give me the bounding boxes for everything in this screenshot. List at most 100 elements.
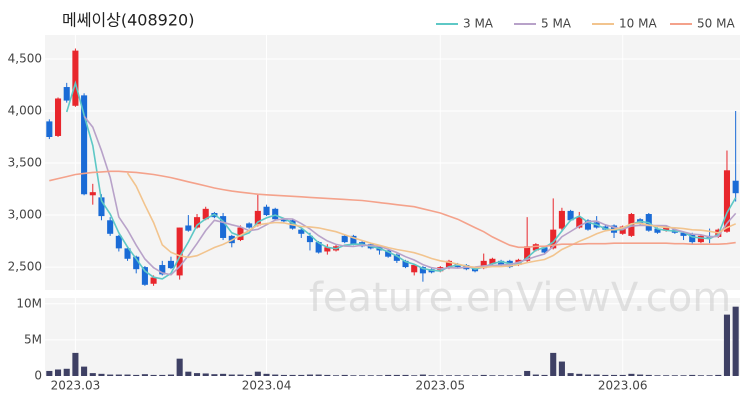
volume-bar — [637, 374, 644, 376]
ma-line — [126, 172, 737, 269]
watermark: feature.enViewV.com — [309, 275, 731, 321]
volume-bar — [54, 369, 62, 376]
x-tick-label: 2023.03 — [51, 379, 101, 393]
candle-body — [220, 216, 227, 238]
candle-body — [480, 260, 487, 269]
volume-bar — [463, 375, 470, 376]
candle-body — [98, 197, 105, 217]
candle-body — [393, 254, 400, 261]
candle-body — [654, 228, 661, 233]
volume-bar — [385, 374, 392, 376]
volume-bar — [593, 374, 600, 376]
volume-bar — [315, 374, 322, 376]
candle-body — [689, 233, 696, 243]
volume-bar — [602, 374, 609, 376]
candle-body — [237, 227, 244, 241]
candle-body — [272, 208, 279, 220]
candle-body — [72, 50, 79, 106]
candle-body — [115, 235, 122, 249]
volume-bar — [723, 314, 731, 376]
candle-body — [193, 217, 201, 228]
volume-bar — [141, 374, 148, 376]
volume-bar — [393, 374, 400, 376]
candle-body — [176, 227, 183, 276]
chart-title: 메쎄이상(408920) — [62, 11, 194, 30]
candle-body — [298, 229, 305, 234]
candle-body — [576, 217, 583, 228]
candle-body — [107, 220, 114, 234]
candle-body — [411, 265, 418, 273]
y-tick-label: 4,500 — [8, 51, 42, 65]
candle-body — [280, 219, 287, 222]
volume-bar — [506, 375, 513, 376]
candle-body — [524, 246, 531, 261]
candle-body — [541, 247, 548, 253]
volume-bar — [645, 374, 652, 376]
volume-bar — [359, 375, 366, 376]
volume-bar — [159, 374, 166, 376]
volume-bar — [489, 375, 496, 376]
candle-body — [723, 170, 731, 232]
volume-bar — [150, 374, 157, 376]
candle-body — [63, 87, 70, 101]
volume-bar — [350, 375, 357, 376]
candle-body — [254, 210, 261, 226]
candle-body — [185, 225, 192, 231]
volume-bar — [576, 373, 583, 376]
candle-body — [306, 235, 314, 243]
volume-bar — [341, 374, 348, 376]
volume-bar — [437, 375, 444, 376]
candle-body — [558, 210, 565, 229]
volume-bar — [480, 374, 487, 376]
volume-bar — [697, 375, 704, 376]
candle-body — [567, 210, 574, 221]
candle-body — [202, 208, 209, 220]
legend-label: 50 MA — [697, 17, 735, 31]
volume-bar — [124, 374, 131, 376]
volume-bar — [167, 374, 175, 376]
volume-bar — [454, 375, 461, 376]
candle-body — [445, 260, 453, 269]
volume-bar — [72, 352, 79, 376]
y-tick-label: 4,000 — [8, 103, 42, 117]
candle-body — [532, 244, 539, 251]
candle-body — [550, 229, 557, 249]
volume-bar — [610, 374, 618, 376]
candle-body — [167, 260, 175, 269]
volume-bar — [558, 361, 565, 376]
candle-body — [124, 248, 131, 259]
volume-bar — [220, 373, 227, 376]
volume-bar — [445, 375, 453, 376]
candle-body — [150, 277, 157, 284]
legend-label: 5 MA — [541, 17, 572, 31]
candle-body — [141, 267, 148, 285]
volume-bar — [584, 374, 592, 376]
volume-bar — [202, 373, 209, 376]
candle-body — [89, 192, 96, 196]
legend-label: 10 MA — [619, 17, 657, 31]
x-tick-label: 2023.05 — [415, 379, 465, 393]
volume-bar — [133, 374, 140, 376]
volume-bar — [532, 374, 539, 376]
volume-bar — [428, 375, 435, 376]
volume-panel — [45, 298, 740, 376]
volume-bar — [289, 374, 296, 376]
volume-bar — [298, 374, 305, 376]
volume-bar — [89, 373, 96, 376]
volume-bar — [619, 374, 626, 376]
volume-bar — [306, 374, 314, 376]
volume-bar — [628, 373, 635, 376]
volume-bar — [541, 374, 548, 376]
volume-bar — [107, 374, 114, 376]
candle-body — [246, 223, 253, 228]
volume-bar — [654, 375, 661, 376]
volume-bar — [498, 375, 505, 376]
volume-bar — [228, 374, 235, 376]
x-tick-label: 2023.06 — [598, 379, 648, 393]
candle-body — [489, 258, 496, 264]
y-tick-label: 3,500 — [8, 156, 42, 170]
candle-body — [81, 95, 88, 195]
candle-body — [54, 98, 62, 136]
volume-bar — [671, 375, 678, 376]
